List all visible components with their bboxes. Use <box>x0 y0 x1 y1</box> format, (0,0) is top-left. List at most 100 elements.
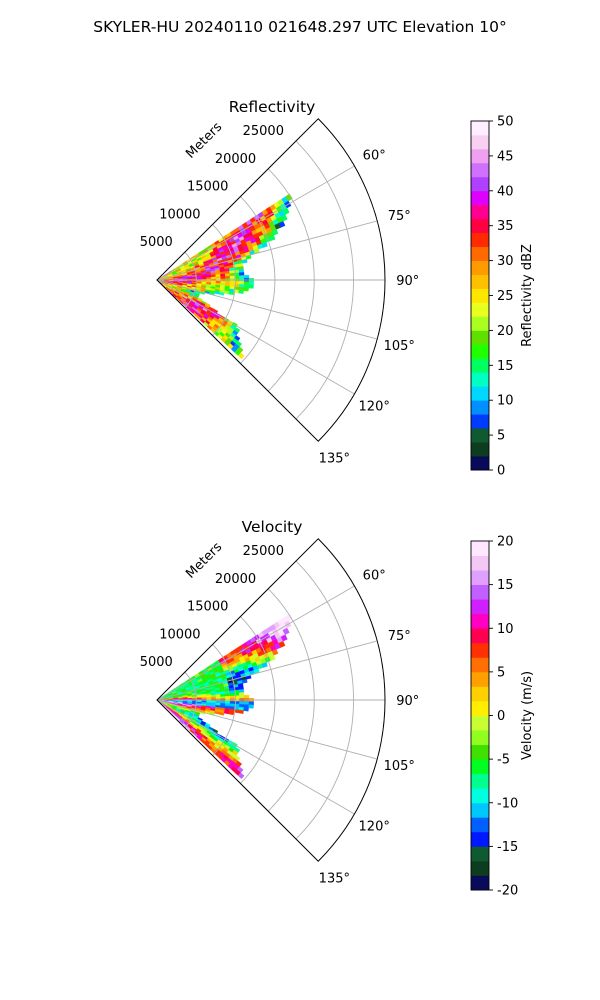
radar-cell <box>285 193 293 202</box>
colorbar-tick-label: 35 <box>497 219 514 234</box>
colorbar-segment <box>471 846 489 862</box>
radar-cell <box>280 634 288 642</box>
colorbar-tick-label: 45 <box>497 149 514 164</box>
azimuth-tick-label: 105° <box>384 339 415 354</box>
reflectivity-panel-title: Reflectivity <box>229 98 316 116</box>
radial-tick-label: 20000 <box>215 152 256 167</box>
radar-cell <box>225 275 231 280</box>
colorbar-segment <box>471 541 489 556</box>
azimuth-spoke <box>156 585 355 701</box>
colorbar-tick-label: 20 <box>497 324 514 339</box>
azimuth-spoke <box>156 699 355 815</box>
colorbar-tick-label: 10 <box>497 394 514 409</box>
colorbar-segment <box>471 288 489 303</box>
figure-title: SKYLER-HU 20240110 021648.297 UTC Elevat… <box>93 18 507 36</box>
colorbar-segment <box>471 802 489 818</box>
colorbar-segment <box>471 218 489 234</box>
azimuth-spoke <box>156 640 378 701</box>
colorbar-segment <box>471 232 489 248</box>
radar-cell <box>238 272 245 276</box>
colorbar-segment <box>471 584 489 600</box>
radar-cell <box>238 289 244 294</box>
radar-cell <box>261 242 268 248</box>
colorbar-tick-label: 0 <box>497 709 505 724</box>
radar-cell <box>238 709 244 714</box>
colorbar-segment <box>471 330 489 345</box>
colorbar-segment <box>471 657 489 673</box>
colorbar-tick-label: -15 <box>497 840 518 855</box>
radial-tick-label: 5000 <box>140 655 173 670</box>
radar-cell <box>243 287 249 292</box>
colorbar-segment <box>471 715 489 731</box>
radar-cell <box>206 276 212 280</box>
colorbar-segment <box>471 358 489 373</box>
colorbar-tick-label: 0 <box>497 464 505 479</box>
colorbar-segment <box>471 316 489 331</box>
radar-cell <box>238 692 245 696</box>
radar-cell <box>225 700 231 705</box>
colorbar-segment <box>471 204 489 220</box>
colorbar-segment <box>471 686 489 702</box>
colorbar-segment <box>471 134 489 150</box>
azimuth-tick-label: 60° <box>363 149 386 164</box>
colorbar-tick-label: 20 <box>497 535 514 550</box>
radial-tick-label: 5000 <box>140 235 173 250</box>
radar-cell <box>215 694 221 698</box>
colorbar-tick-label: 40 <box>497 184 514 199</box>
radar-cell <box>241 259 248 264</box>
colorbar-tick-label: 50 <box>497 115 514 130</box>
colorbar-segment <box>471 860 489 876</box>
radar-cell <box>241 679 248 684</box>
radar-cell <box>285 613 293 622</box>
radial-tick-label: 15000 <box>187 180 228 195</box>
radar-cell <box>269 234 276 242</box>
colorbar-segment <box>471 260 489 275</box>
colorbar-segment <box>471 642 489 658</box>
radar-cell <box>211 696 217 700</box>
radar-cell <box>228 291 235 296</box>
sector-outline <box>156 538 386 862</box>
radar-cell <box>215 274 221 278</box>
velocity-panel-title: Velocity <box>242 518 303 536</box>
radar-cell <box>239 695 245 699</box>
radar-cell <box>261 662 268 668</box>
radar-cell <box>243 281 250 286</box>
azimuth-tick-label: 135° <box>319 871 350 886</box>
radar-cell <box>218 291 225 296</box>
colorbar-segment <box>471 442 489 457</box>
radar-cell <box>248 284 254 289</box>
colorbar-segment <box>471 628 489 644</box>
azimuth-tick-label: 75° <box>388 629 411 644</box>
colorbar-segment <box>471 400 489 415</box>
colorbar-segment <box>471 671 489 687</box>
colorbar-segment <box>471 613 489 629</box>
radial-tick-label: 15000 <box>187 600 228 615</box>
colorbar-segment <box>471 176 489 192</box>
colorbar-segment <box>471 875 489 891</box>
radial-tick-label: 10000 <box>159 627 200 642</box>
radar-cell <box>229 275 236 279</box>
colorbar-segment <box>471 121 489 136</box>
radar-cell <box>215 276 221 280</box>
azimuth-spoke <box>156 220 378 281</box>
azimuth-tick-label: 90° <box>396 274 419 289</box>
azimuth-tick-label: 105° <box>384 759 415 774</box>
radial-tick-label: 25000 <box>243 544 284 559</box>
radar-cell <box>243 274 250 279</box>
colorbar-segment <box>471 162 489 178</box>
azimuth-spoke <box>156 279 355 395</box>
azimuth-spoke <box>156 699 378 760</box>
colorbar-segment <box>471 372 489 387</box>
radar-cell <box>211 276 217 280</box>
radar-field <box>158 193 293 360</box>
colorbar-segment <box>471 386 489 401</box>
colorbar-tick-label: 5 <box>497 429 505 444</box>
radar-cell <box>282 207 290 215</box>
radar-cell <box>278 220 286 228</box>
radar-cell <box>220 276 226 280</box>
reflectivity-panel: Reflectivity 500010000150002000025000Met… <box>140 98 535 479</box>
colorbar-segment <box>471 788 489 804</box>
azimuth-tick-label: 90° <box>396 694 419 709</box>
